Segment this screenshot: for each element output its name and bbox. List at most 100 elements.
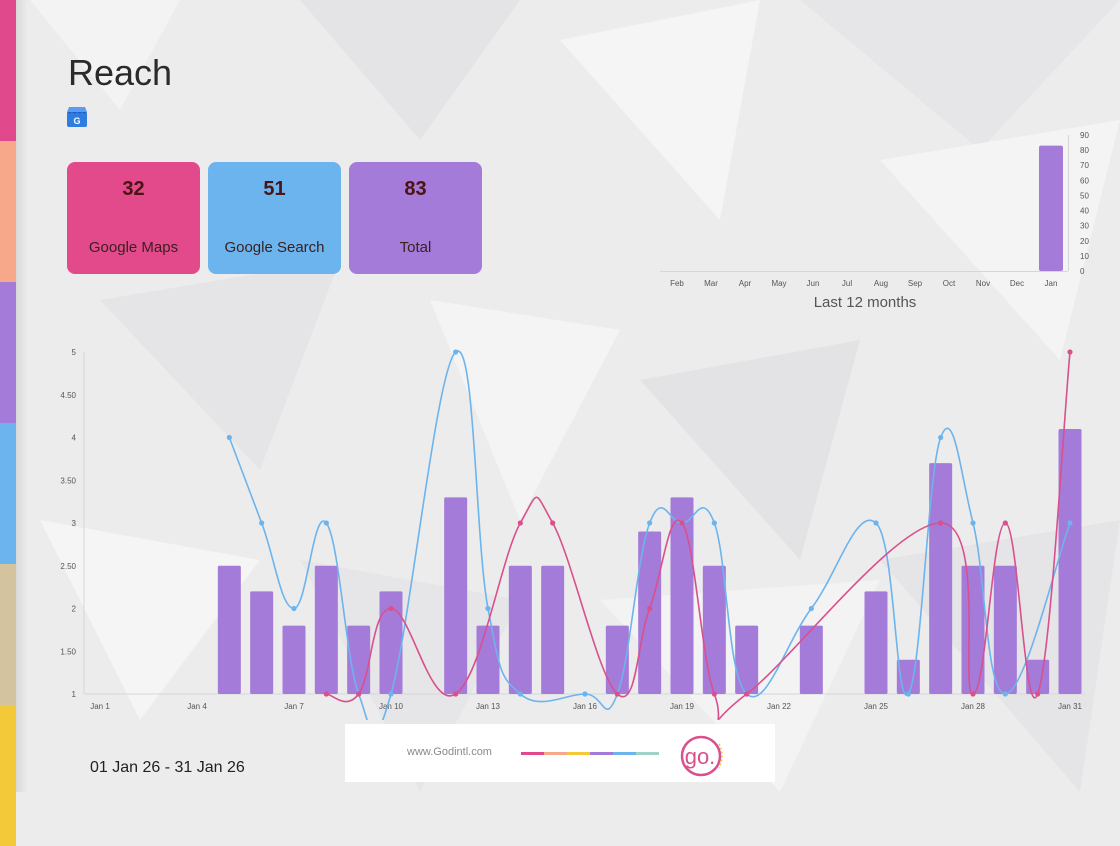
- series-point: [259, 520, 265, 526]
- bar: [929, 463, 953, 694]
- x-tick-label: Mar: [704, 279, 718, 288]
- series-point: [517, 691, 523, 697]
- x-tick-label: Jul: [842, 279, 852, 288]
- strip-segment: [0, 705, 16, 846]
- bar: [314, 565, 338, 694]
- y-tick-label: 1: [72, 690, 77, 699]
- page-title: Reach: [68, 52, 173, 93]
- x-tick-label: Jun: [807, 279, 820, 288]
- bar: [961, 565, 985, 694]
- x-tick-label: Nov: [976, 279, 990, 288]
- card-value: 32: [122, 178, 145, 200]
- bar: [735, 625, 759, 694]
- go-logo: go.: [680, 735, 723, 777]
- x-tick-label: Jan 28: [961, 702, 986, 711]
- y-tick-label: 1.50: [60, 647, 76, 656]
- series-point: [744, 691, 750, 697]
- strip-segment: [0, 564, 16, 705]
- series-point: [1002, 691, 1008, 697]
- strip-segment: [0, 282, 16, 423]
- bar: [541, 565, 565, 694]
- y-tick-label: 3.50: [60, 476, 76, 485]
- card-value: 83: [404, 178, 427, 200]
- date-range: 01 Jan 26 - 31 Jan 26: [90, 759, 245, 776]
- x-tick-label: Jan 13: [476, 702, 501, 711]
- series-point: [517, 520, 523, 526]
- series-point: [970, 691, 976, 697]
- y-tick-label: 2: [72, 605, 77, 614]
- x-tick-label: Jan 22: [767, 702, 792, 711]
- x-tick-label: Sep: [908, 279, 923, 288]
- y-tick-label: 4: [72, 434, 77, 443]
- series-point: [905, 691, 911, 697]
- x-tick-label: Jan: [1045, 279, 1058, 288]
- y-tick-label: 50: [1080, 191, 1089, 200]
- bar: [476, 625, 500, 694]
- chart-title: Last 12 months: [814, 294, 917, 311]
- series-point: [1067, 349, 1073, 355]
- x-tick-label: Feb: [670, 279, 684, 288]
- strip-segment: [0, 141, 16, 282]
- bar: [1026, 659, 1050, 694]
- series-point: [388, 605, 394, 612]
- series-point: [453, 691, 459, 697]
- x-tick-label: Jan 19: [670, 702, 695, 711]
- y-tick-label: 90: [1080, 131, 1089, 140]
- series-point: [1002, 520, 1008, 526]
- x-tick-label: Jan 7: [284, 702, 304, 711]
- series-point: [291, 605, 297, 612]
- x-tick-label: Jan 16: [573, 702, 598, 711]
- footer-banner: www.Godintl.com go.: [345, 724, 775, 782]
- last-12-months-chart: 0 10 20 30 40 50 60 70 80 90 Feb Mar Apr May Jun Jul Aug…: [660, 131, 1089, 311]
- series-point: [711, 520, 717, 526]
- color-strip: [0, 0, 16, 846]
- series-point: [614, 691, 620, 697]
- series-point: [453, 349, 459, 355]
- strip-segment: [0, 0, 16, 141]
- series-point: [582, 691, 588, 697]
- series-point: [550, 520, 556, 526]
- y-tick-label: 40: [1080, 207, 1089, 216]
- series-point: [938, 520, 944, 526]
- series-line: [228, 350, 1071, 720]
- series-point: [356, 691, 362, 697]
- series-point: [808, 605, 814, 612]
- x-tick-label: Jan 1: [90, 702, 110, 711]
- card-value: 51: [263, 178, 286, 200]
- x-tick-label: Dec: [1010, 279, 1024, 288]
- x-tick-label: Jan 25: [864, 702, 889, 711]
- card-google-search: 51 Google Search: [208, 162, 341, 274]
- y-tick-label: 0: [1080, 267, 1085, 276]
- bar: [508, 565, 532, 694]
- footer-url: www.Godintl.com: [407, 746, 492, 758]
- y-tick-label: 60: [1080, 176, 1089, 185]
- series-point: [323, 520, 329, 526]
- series-point: [1035, 691, 1041, 697]
- footer-color-line: [521, 752, 659, 755]
- bar: [670, 497, 694, 694]
- x-tick-label: Oct: [943, 279, 956, 288]
- bar: [250, 591, 274, 694]
- y-tick-label: 70: [1080, 161, 1089, 170]
- series-point: [873, 520, 879, 526]
- x-tick-label: May: [771, 279, 786, 288]
- series-point: [323, 691, 329, 697]
- google-my-business-icon: G: [67, 107, 87, 127]
- y-tick-label: 5: [72, 348, 77, 357]
- x-tick-label: Aug: [874, 279, 888, 288]
- bar: [1058, 428, 1082, 694]
- svg-text:G: G: [73, 116, 80, 126]
- y-tick-label: 80: [1080, 146, 1089, 155]
- x-tick-label: Jan 4: [187, 702, 207, 711]
- bar: [444, 497, 468, 694]
- series-point: [388, 691, 394, 697]
- series-point: [938, 434, 944, 441]
- card-total: 83 Total: [349, 162, 482, 274]
- daily-reach-chart: 1 1.50 2 2.50 3 3.50 4 4.50 5 Jan 1 Jan 4 Jan 7 Jan …: [60, 348, 1085, 720]
- x-tick-label: Jan 10: [379, 702, 404, 711]
- bar: [864, 591, 888, 694]
- bar: [217, 565, 241, 694]
- bar: [799, 625, 823, 694]
- series-line: [326, 351, 1071, 720]
- y-tick-label: 20: [1080, 237, 1089, 246]
